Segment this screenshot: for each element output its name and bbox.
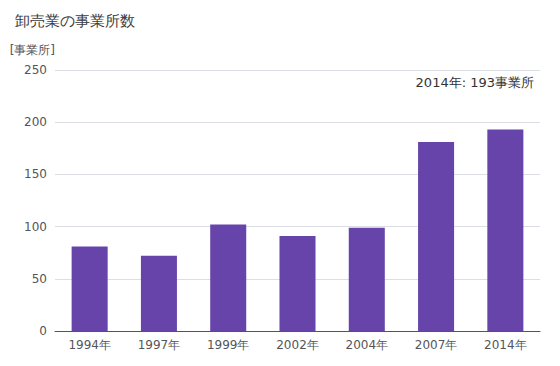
svg-text:1999年: 1999年 bbox=[207, 338, 250, 352]
svg-text:2014年: 2014年 bbox=[484, 338, 527, 352]
svg-text:250: 250 bbox=[24, 63, 47, 77]
svg-text:卸売業の事業所数: 卸売業の事業所数 bbox=[15, 12, 135, 30]
svg-text:2014年: 193事業所: 2014年: 193事業所 bbox=[416, 75, 534, 90]
svg-text:150: 150 bbox=[24, 167, 47, 181]
svg-text:0: 0 bbox=[39, 324, 47, 338]
svg-text:200: 200 bbox=[24, 115, 47, 129]
svg-text:2004年: 2004年 bbox=[346, 338, 389, 352]
svg-text:50: 50 bbox=[32, 272, 47, 286]
svg-text:[事業所]: [事業所] bbox=[10, 43, 55, 57]
svg-text:2002年: 2002年 bbox=[276, 338, 319, 352]
svg-text:100: 100 bbox=[24, 220, 47, 234]
svg-text:1997年: 1997年 bbox=[138, 338, 181, 352]
svg-text:1994年: 1994年 bbox=[68, 338, 111, 352]
svg-text:2007年: 2007年 bbox=[415, 338, 458, 352]
